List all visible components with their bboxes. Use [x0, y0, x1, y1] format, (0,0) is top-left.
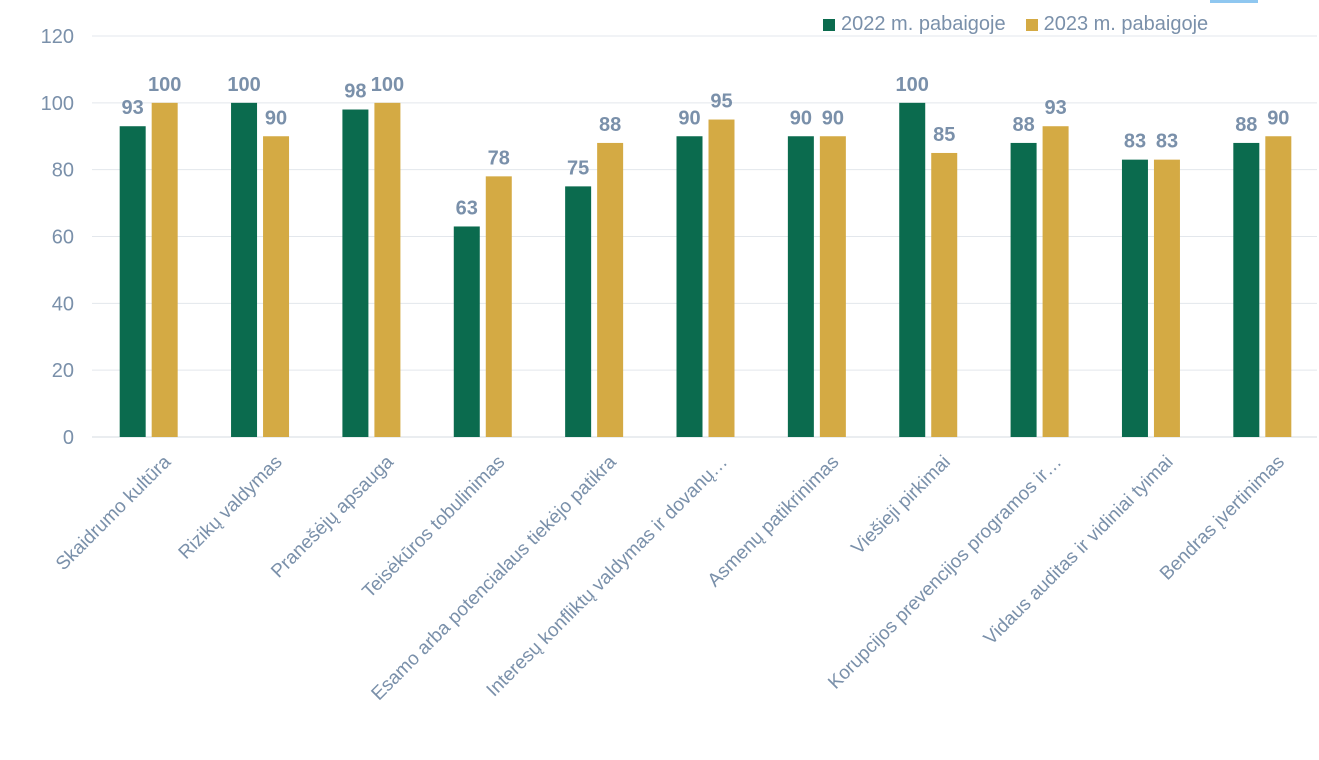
legend-swatch-2022: [823, 18, 835, 31]
data-label: 83: [1156, 131, 1178, 153]
bar-2022: [899, 102, 926, 437]
y-tick-label: 40: [52, 293, 74, 315]
data-label: 90: [678, 107, 700, 129]
legend-item-2022: 2022 m. pabaigoje: [823, 13, 1006, 36]
legend-swatch-2023: [1025, 18, 1038, 31]
x-tick-label: Pranešėjų apsauga: [267, 451, 398, 582]
data-label: 100: [227, 74, 260, 96]
x-tick-label: Viešieji pirkimai: [848, 452, 955, 559]
bar-2022: [1121, 159, 1148, 437]
corner-accent: [1210, 0, 1258, 3]
x-tick-label: Bendras įvertinimas: [1156, 452, 1289, 585]
data-label: 63: [456, 197, 478, 219]
x-tick-label: Interesų konfliktų valdymas ir dovanų…: [483, 452, 732, 701]
x-tick-label: Rizikų valdymas: [175, 452, 287, 564]
data-label: 83: [1124, 131, 1146, 153]
legend-item-2023: 2023 m. pabaigoje: [1025, 13, 1209, 36]
data-label: 100: [148, 74, 181, 96]
x-tick-label: Esamo arba potencialaus tiekėjo patikra: [368, 451, 621, 704]
y-tick-label: 20: [52, 360, 74, 382]
bar-2022: [231, 102, 258, 437]
data-label: 90: [265, 107, 287, 129]
data-label: 90: [822, 107, 844, 129]
bar-2022: [342, 109, 369, 438]
data-label: 88: [1235, 114, 1257, 136]
bar-2022: [676, 136, 703, 437]
data-label: 90: [790, 107, 812, 129]
x-tick-label: Skaidrumo kultūra: [52, 451, 175, 574]
bar-2023: [263, 136, 290, 437]
data-label: 78: [488, 147, 510, 169]
bar-2023: [708, 119, 735, 438]
data-label: 93: [122, 97, 144, 119]
data-label: 100: [896, 74, 929, 96]
x-tick-label: Korupcijos prevencijos programos ir…: [824, 452, 1066, 694]
data-label: 98: [344, 81, 366, 103]
bar-2023: [485, 176, 512, 437]
data-label: 90: [1267, 107, 1289, 129]
bar-2022: [1233, 142, 1260, 437]
y-tick-label: 100: [41, 93, 74, 115]
data-label: 100: [371, 74, 404, 96]
x-tick-label: Vidaus auditas ir vidiniai tyimai: [980, 452, 1178, 650]
y-tick-label: 120: [41, 26, 74, 48]
bar-2022: [565, 186, 592, 437]
bar-2023: [374, 102, 401, 437]
y-tick-label: 0: [63, 427, 74, 449]
bar-2022: [787, 136, 814, 437]
data-label: 95: [710, 91, 732, 113]
data-label: 93: [1044, 97, 1066, 119]
bar-2022: [453, 226, 480, 437]
legend: 2022 m. pabaigoje 2023 m. pabaigoje: [823, 13, 1228, 36]
bar-2023: [931, 152, 958, 438]
bar-2022: [119, 126, 146, 437]
bar-2023: [597, 142, 624, 437]
legend-label-2022: 2022 m. pabaigoje: [841, 13, 1006, 35]
bar-2023: [1265, 136, 1292, 437]
data-label: 88: [599, 114, 621, 136]
y-tick-label: 60: [52, 227, 74, 249]
bar-2023: [819, 136, 846, 437]
data-label: 85: [933, 124, 955, 146]
bar-2023: [1042, 126, 1069, 437]
data-label: 75: [567, 157, 589, 179]
bar-2023: [151, 102, 178, 437]
bar-2022: [1010, 142, 1037, 437]
bar-2023: [1153, 159, 1180, 437]
y-tick-label: 80: [52, 160, 74, 182]
data-label: 88: [1012, 114, 1034, 136]
legend-label-2023: 2023 m. pabaigoje: [1043, 13, 1209, 35]
